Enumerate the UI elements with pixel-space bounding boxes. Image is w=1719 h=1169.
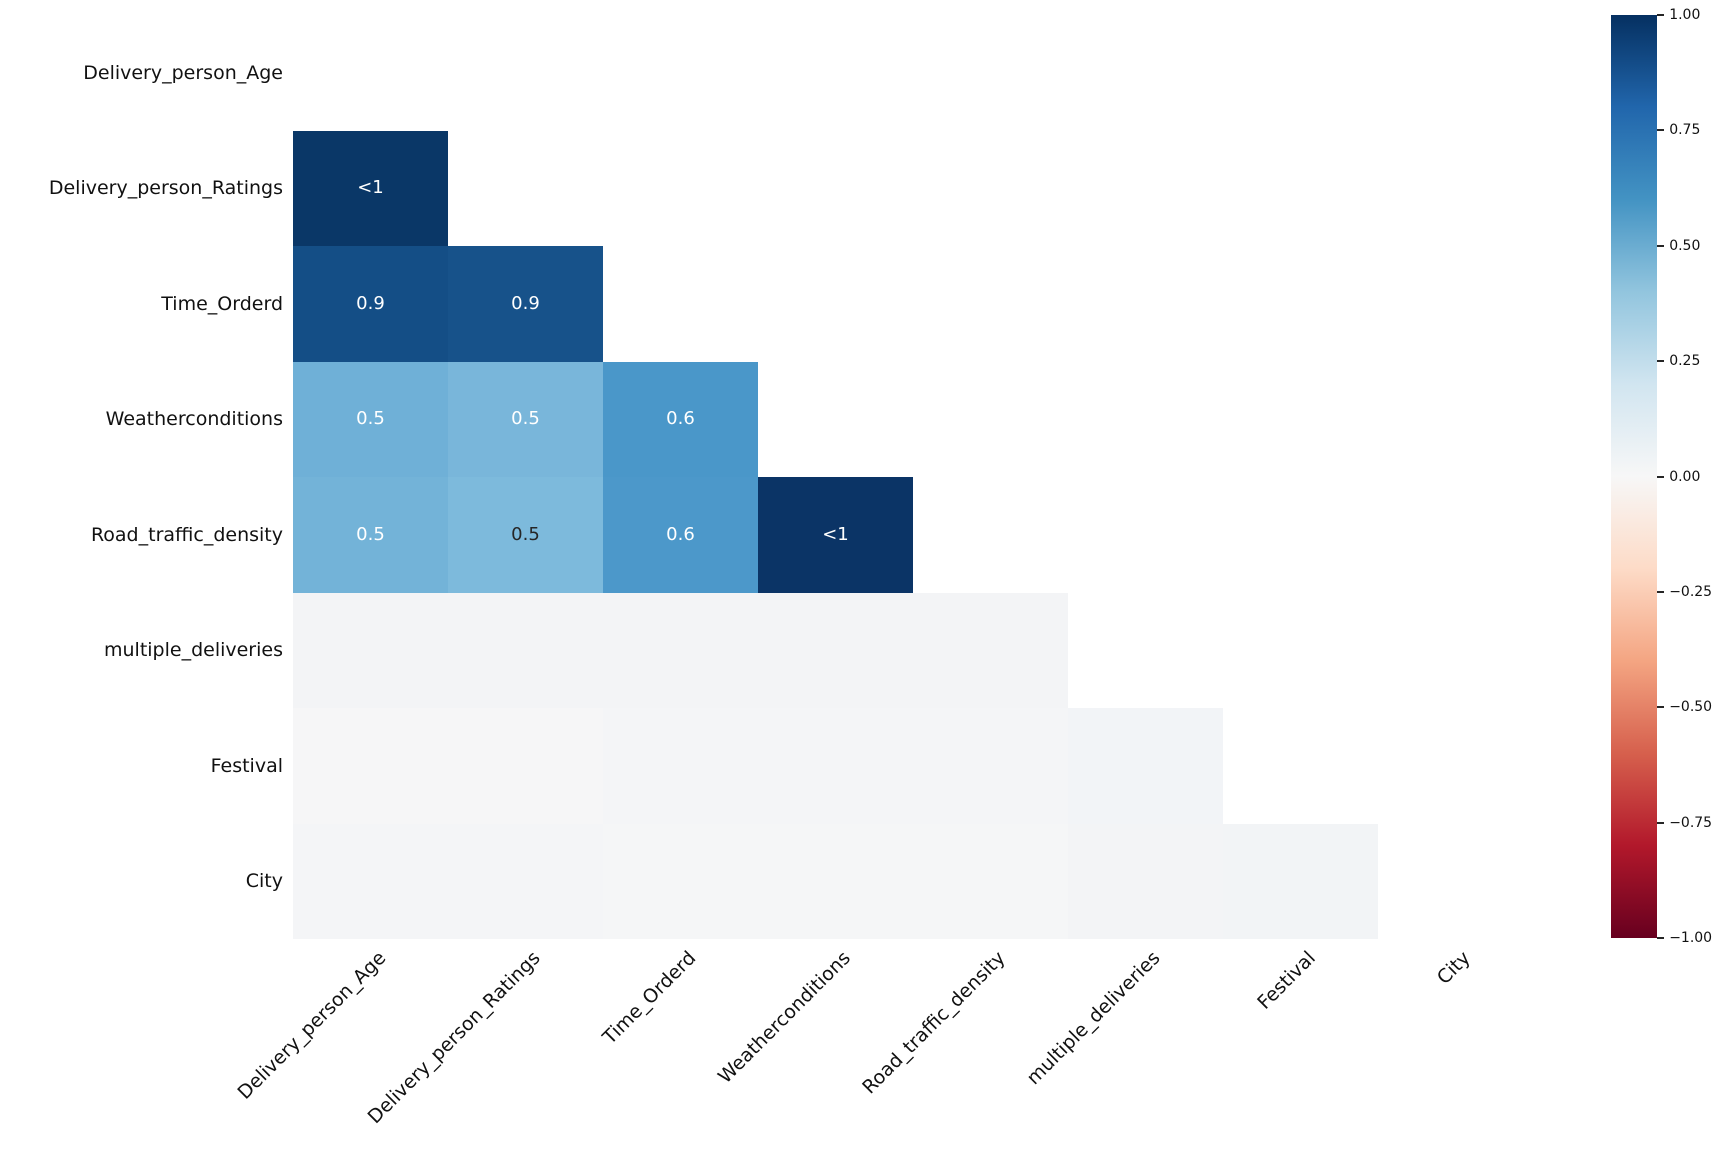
heatmap-cell-City--Road_traffic_density [913,823,1068,939]
colorbar-tick-mark [1657,129,1665,132]
heatmap-cell-multiple_deliveries--Road_traffic_density [913,592,1068,708]
colorbar-tick-label-−0.75: −0.75 [1669,814,1713,831]
y-tick-label-Weatherconditions: Weatherconditions [105,408,283,431]
cell-annotation: 0.9 [511,292,540,314]
heatmap-cell-Time_Orderd--Delivery_person_Age: 0.9 [293,246,448,362]
x-tick-label-Delivery_person_Ratings: Delivery_person_Ratings [363,947,546,1129]
heatmap-cell-multiple_deliveries--Weatherconditions [758,592,913,708]
colorbar-tick-mark [1657,590,1665,593]
cell-annotation: 0.9 [356,292,385,314]
y-tick-label-Festival: Festival [210,754,283,777]
colorbar-tick-mark [1657,706,1665,709]
y-tick-label-City: City [245,870,283,893]
heatmap-cell-Weatherconditions--Delivery_person_Age: 0.5 [293,361,448,477]
colorbar-tick-label-1.00: 1.00 [1669,7,1701,23]
colorbar-tick-mark [1657,360,1665,363]
colorbar-tick-label-−0.50: −0.50 [1669,699,1713,716]
heatmap-cell-Festival--Time_Orderd [603,708,758,824]
colorbar-tick-mark [1657,244,1665,247]
cell-annotation: 0.5 [356,523,385,545]
heatmap-cell-Weatherconditions--Time_Orderd: 0.6 [603,361,758,477]
x-tick-label-Time_Orderd: Time_Orderd [598,947,701,1049]
colorbar-tick-label-0.00: 0.00 [1669,468,1701,485]
colorbar-tick-label-0.25: 0.25 [1669,353,1701,370]
colorbar-tick-mark [1657,821,1665,824]
heatmap-cell-Festival--Weatherconditions [758,708,913,824]
heatmap-cell-Time_Orderd--Delivery_person_Ratings: 0.9 [448,246,603,362]
x-tick-label-Festival: Festival [1253,947,1321,1014]
heatmap-cell-City--Delivery_person_Age [293,823,448,939]
heatmap-cell-Road_traffic_density--Delivery_person_Ratings: 0.5 [448,477,603,593]
heatmap-cell-Festival--Delivery_person_Age [293,708,448,824]
heatmap-cell-Festival--Road_traffic_density [913,708,1068,824]
cell-annotation: <1 [822,523,849,545]
heatmap-cell-Weatherconditions--Delivery_person_Ratings: 0.5 [448,361,603,477]
x-tick-label-City: City [1433,947,1476,989]
colorbar-tick-label-−0.25: −0.25 [1669,583,1713,600]
y-tick-label-Delivery_person_Ratings: Delivery_person_Ratings [48,177,283,200]
colorbar-tick-label-−1.00: −1.00 [1669,930,1713,946]
heatmap-cell-multiple_deliveries--Time_Orderd [603,592,758,708]
y-tick-label-Time_Orderd: Time_Orderd [161,292,283,315]
heatmap-cell-Road_traffic_density--Delivery_person_Age: 0.5 [293,477,448,593]
colorbar-tick-label-0.50: 0.50 [1669,237,1701,254]
heatmap-cell-City--Delivery_person_Ratings [448,823,603,939]
x-tick-label-Delivery_person_Age: Delivery_person_Age [233,947,391,1104]
heatmap-cell-Road_traffic_density--Weatherconditions: <1 [758,477,913,593]
x-tick-label-Road_traffic_density: Road_traffic_density [858,947,1011,1099]
heatmap-cell-Festival--multiple_deliveries [1068,708,1223,824]
heatmap-cell-multiple_deliveries--Delivery_person_Age [293,592,448,708]
heatmap-cell-Delivery_person_Ratings--Delivery_person_Age: <1 [293,130,448,246]
cell-annotation: 0.5 [511,523,540,545]
y-tick-label-Road_traffic_density: Road_traffic_density [90,523,283,546]
heatmap-cell-City--Weatherconditions [758,823,913,939]
heatmap-cell-Festival--Delivery_person_Ratings [448,708,603,824]
colorbar-gradient [1610,15,1658,938]
y-tick-label-multiple_deliveries: multiple_deliveries [103,639,283,662]
cell-annotation: 0.6 [666,408,695,430]
y-tick-label-Delivery_person_Age: Delivery_person_Age [83,61,283,84]
colorbar-tick-mark [1657,937,1665,939]
colorbar-tick-mark [1657,475,1665,478]
heatmap-cell-Road_traffic_density--Time_Orderd: 0.6 [603,477,758,593]
heatmap-cell-City--multiple_deliveries [1068,823,1223,939]
cell-annotation: 0.5 [511,408,540,430]
colorbar-tick-label-0.75: 0.75 [1669,122,1701,139]
cell-annotation: 0.5 [356,408,385,430]
heatmap-cell-multiple_deliveries--Delivery_person_Ratings [448,592,603,708]
cell-annotation: 0.6 [666,523,695,545]
x-tick-label-Weatherconditions: Weatherconditions [714,947,856,1088]
x-tick-label-multiple_deliveries: multiple_deliveries [1022,947,1166,1090]
cell-annotation: <1 [357,177,384,199]
heatmap-cell-City--Festival [1223,823,1378,939]
colorbar-tick-mark [1657,14,1665,16]
heatmap-cell-City--Time_Orderd [603,823,758,939]
